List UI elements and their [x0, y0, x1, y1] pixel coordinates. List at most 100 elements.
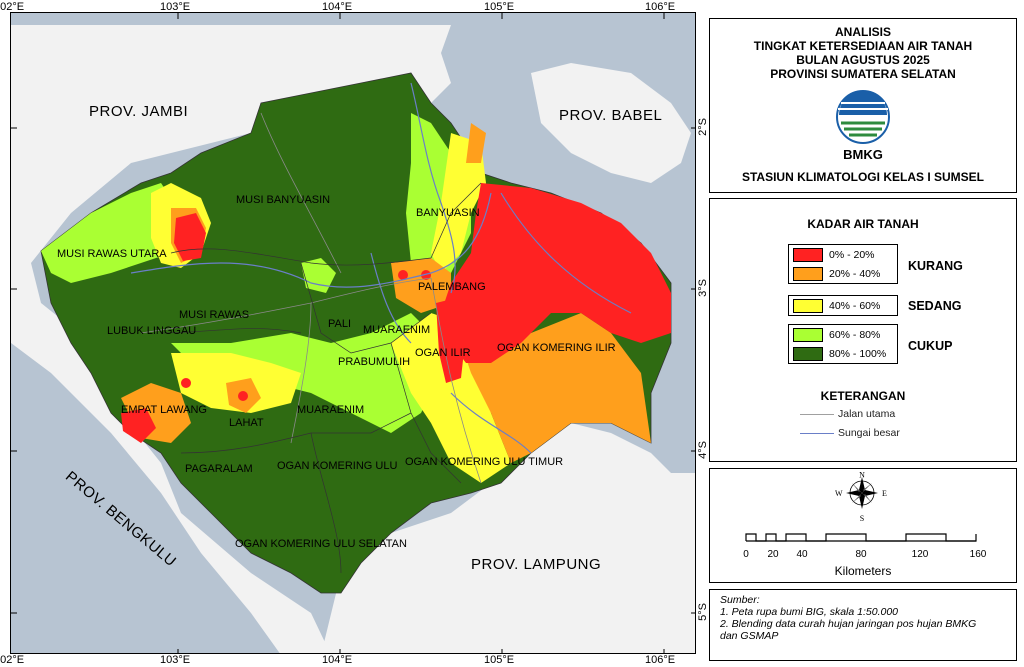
legend-class-kurang: KURANG	[908, 259, 963, 273]
legend-class-cukup: CUKUP	[908, 339, 953, 353]
legend-class-sedang: SEDANG	[908, 299, 962, 313]
bmkg-text: BMKG	[843, 147, 883, 162]
label-musi-rawas: MUSI RAWAS	[179, 309, 250, 321]
label-prov-jambi: PROV. JAMBI	[89, 103, 189, 120]
legend-label: 40% - 60%	[829, 299, 881, 312]
label-lubuk-linggau: LUBUK LINGGAU	[107, 325, 197, 337]
label-banyuasin: BANYUASIN	[416, 207, 480, 219]
legend-swatch-orange	[793, 266, 823, 281]
legend-item: 40% - 60%	[789, 296, 897, 315]
graticule-ticks	[11, 13, 695, 653]
regency-borders	[160, 182, 482, 574]
compass-n: N	[859, 471, 865, 480]
legend-label: 20% - 40%	[829, 267, 881, 280]
scale-tick: 80	[855, 549, 867, 560]
rivers	[130, 82, 632, 454]
legend-heading: KADAR AIR TANAH	[807, 217, 919, 231]
zone-kurang-20-40	[466, 123, 486, 163]
coord-right-4s: 4°S	[697, 441, 709, 459]
label-pali: PALI	[328, 318, 352, 330]
bangka-island	[531, 63, 691, 183]
road-line-icon	[800, 413, 834, 415]
label-empat-lawang: EMPAT LAWANG	[121, 404, 207, 416]
legend-swatch-yellow	[793, 298, 823, 313]
label-prov-lampung: PROV. LAMPUNG	[471, 556, 602, 573]
bengkulu-sea	[11, 343, 280, 653]
source-line-1: 1. Peta rupa bumi BIG, skala 1:50.000	[720, 606, 899, 618]
coord-right-5s: 5°S	[697, 603, 709, 621]
compass-scale-graphic: N S E W 0 20 40 80 120 160	[743, 471, 987, 560]
river-line-icon	[800, 432, 834, 434]
label-prabumulih: PRABUMULIH	[338, 356, 411, 368]
zone-sedang-40-60	[431, 133, 486, 273]
legend-item: 80% - 100%	[789, 344, 897, 363]
label-oku-selatan: OGAN KOMERING ULU SELATAN	[235, 538, 407, 550]
coord-top-106: 106°E	[645, 1, 676, 13]
note-road: Jalan utama	[800, 408, 895, 420]
label-ogan-ilir: OGAN ILIR	[415, 347, 471, 359]
source-heading: Sumber:	[720, 594, 760, 606]
legend-group-kurang: 0% - 20% 20% - 40%	[788, 244, 898, 284]
compass-scale-panel: N S E W 0 20 40 80 120 160 Kilometers	[709, 468, 1017, 583]
legend-item: 0% - 20%	[789, 245, 897, 264]
coord-bottom-103: 103°E	[160, 654, 191, 666]
notes-heading: KETERANGAN	[820, 389, 906, 403]
coord-bottom-106: 106°E	[645, 654, 676, 666]
note-road-label: Jalan utama	[838, 408, 896, 420]
legend-group-cukup: 60% - 80% 80% - 100%	[788, 324, 898, 364]
zone-kurang-0-20	[398, 270, 408, 280]
label-oku-timur: OGAN KOMERING ULU TIMUR	[405, 456, 564, 468]
scale-bar	[745, 533, 977, 542]
legend-swatch-darkgreen	[793, 346, 823, 361]
zone-cukup-60-80	[301, 258, 336, 293]
title-line-2: TINGKAT KETERSEDIAAN AIR TANAH	[753, 39, 973, 53]
legend-swatch-lightgreen	[793, 327, 823, 342]
label-pagaralam: PAGARALAM	[185, 463, 253, 475]
compass-w: W	[835, 489, 843, 498]
label-musi-rawas-utara: MUSI RAWAS UTARA	[57, 248, 167, 260]
zone-kurang-0-20	[421, 270, 431, 280]
source-line-3: dan GSMAP	[720, 630, 779, 642]
source-line-2: 2. Blending data curah hujan jaringan po…	[720, 618, 977, 630]
label-muaraenim-north: MUARAENIM	[363, 324, 431, 336]
compass-s: S	[860, 514, 864, 523]
legend-label: 60% - 80%	[829, 328, 881, 341]
label-palembang: PALEMBANG	[418, 281, 486, 293]
coord-right-3s: 3°S	[697, 279, 709, 297]
coord-top-104: 104°E	[322, 1, 353, 13]
label-prov-babel: PROV. BABEL	[559, 107, 663, 124]
label-musi-banyuasin: MUSI BANYUASIN	[236, 194, 331, 206]
scale-unit: Kilometers	[834, 564, 892, 578]
neighbor-land-south	[321, 423, 695, 653]
coord-top-105: 105°E	[484, 1, 515, 13]
zone-kurang-0-20	[181, 378, 191, 388]
zone-kurang-0-20	[238, 391, 248, 401]
legend-panel: KADAR AIR TANAH 0% - 20% 20% - 40% KURAN…	[709, 198, 1017, 462]
coord-top-102: 102°E	[0, 1, 25, 13]
scale-tick: 120	[912, 549, 929, 560]
note-river-label: Sungai besar	[838, 427, 900, 439]
map-frame: PROV. JAMBI PROV. BABEL PROV. BENGKULU P…	[10, 12, 696, 654]
title-line-1: ANALISIS	[834, 25, 891, 39]
zone-cukup-60-80	[41, 183, 181, 283]
roads	[140, 112, 482, 484]
coord-right-2s: 2°S	[697, 118, 709, 136]
label-ogan-komering-ilir: OGAN KOMERING ILIR	[497, 342, 616, 354]
legend-group-sedang: 40% - 60%	[788, 295, 898, 316]
source-panel: Sumber: 1. Peta rupa bumi BIG, skala 1:5…	[709, 589, 1017, 661]
zone-kurang-0-20	[436, 298, 466, 383]
scale-tick: 160	[970, 549, 987, 560]
legend-label: 0% - 20%	[829, 248, 875, 261]
coord-bottom-104: 104°E	[322, 654, 353, 666]
legend-item: 60% - 80%	[789, 325, 897, 344]
title-line-3: BULAN AGUSTUS 2025	[796, 53, 930, 67]
scale-tick: 40	[796, 549, 808, 560]
map-canvas[interactable]	[11, 13, 696, 654]
note-river: Sungai besar	[800, 427, 900, 439]
coord-bottom-102: 102°E	[0, 654, 25, 666]
bmkg-logo-icon	[836, 90, 890, 144]
zone-kurang-0-20	[121, 408, 156, 443]
label-muaraenim: MUARAENIM	[297, 404, 365, 416]
legend-item: 20% - 40%	[789, 264, 897, 283]
coord-bottom-105: 105°E	[484, 654, 515, 666]
